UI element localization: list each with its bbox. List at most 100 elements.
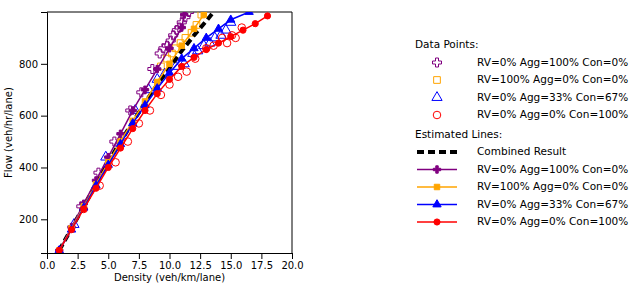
line-marker — [141, 86, 148, 93]
point — [80, 205, 88, 213]
tick: 15.0 — [220, 253, 242, 271]
series — [56, 12, 188, 253]
line-marker — [93, 185, 99, 191]
series — [80, 24, 246, 213]
marks — [55, 12, 271, 253]
legend-symbol — [433, 200, 441, 207]
line-marker — [56, 247, 62, 253]
line-marker — [81, 206, 87, 212]
line-marker — [191, 26, 196, 31]
legend-heading: Estimated Lines: — [415, 128, 502, 140]
line-marker — [142, 107, 148, 113]
tick-mark — [41, 64, 47, 65]
line-marker — [264, 13, 270, 19]
tick-mark — [41, 116, 47, 117]
line-marker — [179, 63, 185, 69]
line-marker — [117, 145, 123, 151]
legend-symbol — [432, 92, 442, 101]
legend-symbol — [433, 166, 440, 173]
line-marker — [214, 24, 222, 31]
chart: 0.0 2.5 5.0 7.5 10.0 12.5 15.0 17.5 20.0 200 400 60… — [0, 0, 636, 286]
axis-line — [41, 13, 48, 254]
tick-label: 10.0 — [159, 260, 181, 271]
line-marker — [181, 12, 188, 18]
line-marker — [191, 54, 197, 60]
line-marker — [215, 40, 221, 46]
legend-symbol — [433, 111, 441, 119]
tick-mark — [292, 253, 293, 259]
x-axis-title: Density (veh/km/lane) — [114, 272, 225, 283]
tick-label: 200 — [19, 214, 38, 225]
series — [56, 13, 270, 253]
point — [155, 49, 164, 58]
line-marker — [130, 126, 136, 132]
axis-line — [48, 254, 293, 260]
tick: 17.5 — [251, 253, 273, 271]
line-marker — [165, 68, 173, 75]
line-marker — [203, 46, 209, 52]
line-marker — [240, 27, 246, 33]
legend-symbol — [434, 219, 440, 225]
tick-mark — [261, 253, 262, 259]
tick: 7.5 — [131, 253, 147, 271]
line-marker — [178, 54, 186, 61]
tick-mark — [139, 253, 140, 259]
line — [59, 16, 267, 251]
tick-label: 7.5 — [131, 260, 147, 271]
tick-label: 20.0 — [281, 260, 303, 271]
legend-symbol — [433, 58, 442, 67]
series — [69, 16, 236, 227]
legend-heading: Data Points: — [415, 38, 479, 50]
legend-label: RV=0% Agg=0% Con=100% — [477, 108, 628, 120]
line-marker — [57, 248, 62, 253]
tick-label: 2.5 — [70, 260, 86, 271]
line-marker — [245, 12, 253, 14]
tick-label: 5.0 — [101, 260, 117, 271]
tick: 2.5 — [70, 253, 86, 271]
tick: 400 — [19, 162, 47, 173]
frame — [47, 12, 292, 13]
point — [191, 55, 199, 63]
series — [158, 12, 205, 70]
legend-label: RV=0% Agg=100% Con=0% — [477, 56, 628, 68]
tick-mark — [231, 253, 232, 259]
line-marker — [68, 227, 74, 233]
tick-mark — [200, 253, 201, 259]
tick: 600 — [19, 110, 47, 121]
legend-label: RV=0% Agg=33% Con=67% — [477, 91, 628, 103]
series — [77, 12, 194, 211]
tick-mark — [170, 253, 171, 259]
tick-label: 0.0 — [40, 260, 56, 271]
tick-mark — [41, 219, 47, 220]
legend-label: RV=0% Agg=33% Con=67% — [477, 198, 628, 210]
point — [202, 44, 210, 52]
line-marker — [129, 107, 136, 114]
legend-symbol — [434, 184, 439, 189]
legend-symbol — [434, 77, 441, 84]
series — [59, 12, 213, 250]
line-marker — [167, 61, 172, 66]
tick: 20.0 — [281, 253, 303, 271]
tick-label: 600 — [19, 110, 38, 121]
line-marker — [227, 15, 235, 22]
y-axis-title: Flow (veh/hr/lane) — [3, 87, 14, 178]
line-marker — [154, 65, 161, 72]
legend-label: RV=0% Agg=100% Con=0% — [477, 163, 628, 175]
series — [55, 12, 253, 253]
tick-label: 15.0 — [220, 260, 242, 271]
line — [59, 12, 213, 250]
line-marker — [105, 164, 111, 170]
tick-mark — [78, 253, 79, 259]
tick: 5.0 — [101, 253, 117, 271]
tick: 200 — [19, 214, 47, 225]
line-marker — [202, 33, 210, 40]
x-axis: 0.0 2.5 5.0 7.5 10.0 12.5 15.0 17.5 20.0 — [40, 253, 304, 271]
legend-label: RV=0% Agg=0% Con=100% — [477, 215, 628, 227]
tick-label: 12.5 — [189, 260, 211, 271]
line-marker — [166, 45, 173, 52]
legend: Data Points:RV=0% Agg=100% Con=0%RV=100%… — [415, 38, 628, 227]
tick-mark — [41, 167, 47, 168]
tick: 0.0 — [40, 253, 56, 271]
line-marker — [154, 91, 160, 97]
tick-mark — [108, 253, 109, 259]
